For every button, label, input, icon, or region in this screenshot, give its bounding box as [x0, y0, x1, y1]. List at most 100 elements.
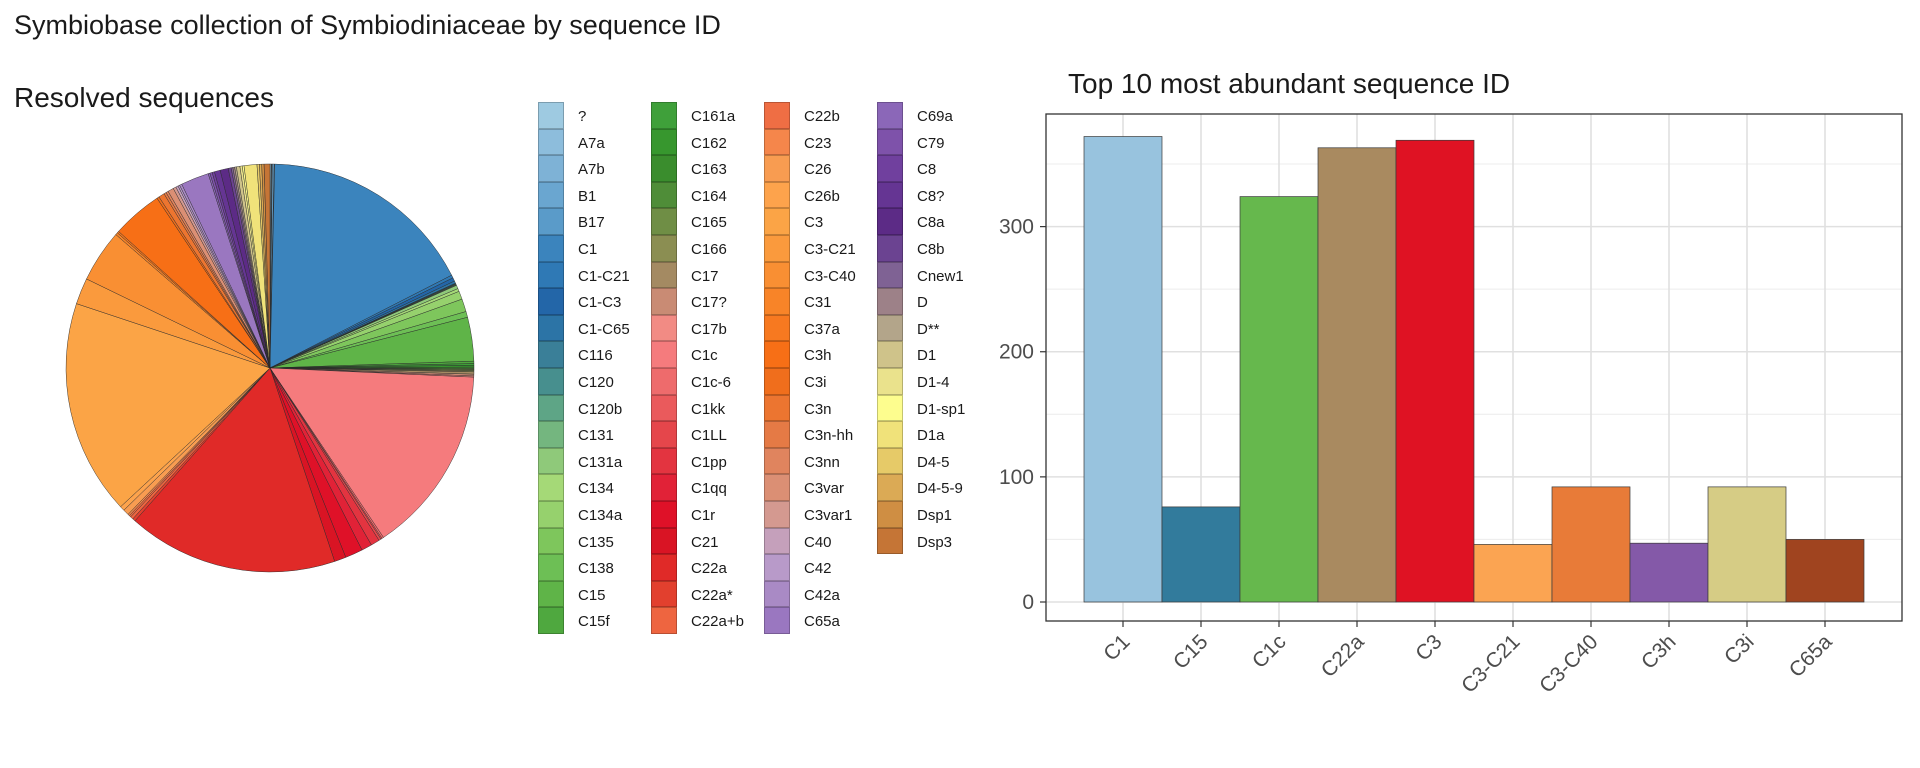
legend-swatch — [651, 181, 677, 209]
legend-label: C22a — [691, 560, 727, 578]
legend-item: C3var1 — [764, 501, 874, 528]
legend-item: C1c — [651, 341, 761, 368]
legend-label: C69a — [917, 108, 953, 125]
x-tick-label: C15 — [1169, 630, 1213, 674]
legend-label: D4-5-9 — [917, 480, 963, 498]
legend-item: C135 — [538, 527, 648, 555]
legend-item: C134 — [538, 474, 648, 501]
legend-item: C1r — [651, 501, 761, 528]
legend-label: C116 — [578, 347, 613, 365]
bar-C65a — [1785, 539, 1865, 603]
legend-swatch — [538, 128, 564, 156]
x-tick-label: C3i — [1720, 630, 1759, 669]
legend-item: C8? — [877, 181, 987, 209]
legend-swatch — [651, 447, 677, 475]
x-tick-label: C65a — [1785, 630, 1837, 682]
legend-item: C116 — [538, 341, 648, 368]
legend-item: C40 — [764, 527, 874, 555]
x-tick-label: C1c — [1248, 630, 1291, 673]
legend-swatch — [764, 288, 790, 315]
legend-swatch — [651, 527, 677, 555]
legend-item: C21 — [651, 527, 761, 555]
legend-label: C21 — [691, 533, 719, 551]
legend-item: C3i — [764, 368, 874, 395]
legend-item: C120 — [538, 368, 648, 395]
legend-swatch — [538, 580, 564, 608]
legend-swatch — [651, 368, 677, 395]
legend-swatch — [538, 607, 564, 634]
legend-swatch — [651, 128, 677, 156]
legend-item: C22b — [764, 102, 874, 129]
legend-swatch — [538, 181, 564, 209]
legend-item: C161a — [651, 102, 761, 129]
legend-swatch — [538, 341, 564, 368]
legend-swatch — [538, 421, 564, 448]
legend-label: C15f — [578, 613, 610, 631]
legend-item: B17 — [538, 208, 648, 235]
legend-label: C1r — [691, 507, 716, 524]
legend-label: D1-4 — [917, 374, 950, 391]
legend-label: A7b — [578, 161, 605, 179]
legend-label: C42a — [804, 586, 840, 604]
legend-swatch — [764, 235, 790, 262]
legend-label: C3-C40 — [804, 267, 856, 285]
legend-item: C15f — [538, 607, 648, 634]
legend-item: C1 — [538, 235, 648, 262]
legend-label: C3-C21 — [804, 241, 856, 258]
pie-slice-29 — [269, 367, 475, 538]
legend-swatch — [538, 527, 564, 555]
legend-label: C120 — [578, 374, 614, 391]
legend-swatch — [651, 554, 677, 581]
legend-item: C165 — [651, 208, 761, 235]
legend-label: C42 — [804, 560, 832, 578]
legend-item: B1 — [538, 181, 648, 209]
legend-label: C131 — [578, 427, 614, 445]
y-tick-label: 100 — [999, 466, 1034, 489]
legend-item: C120b — [538, 394, 648, 422]
legend-swatch — [877, 128, 903, 156]
legend-label: C3n-hh — [804, 427, 854, 445]
legend-label: C1 — [578, 241, 598, 258]
legend-swatch — [877, 261, 903, 289]
legend-item: A7b — [538, 155, 648, 182]
legend-swatch — [538, 261, 564, 289]
legend-swatch — [538, 447, 564, 475]
legend-item: C26b — [764, 181, 874, 209]
legend-label: C163 — [691, 161, 727, 179]
legend-swatch — [651, 288, 677, 315]
legend-swatch — [538, 394, 564, 422]
legend-swatch — [538, 474, 564, 501]
legend-label: C1qq — [691, 480, 727, 498]
legend-item: C65a — [764, 607, 874, 634]
legend-swatch — [764, 607, 790, 634]
legend-label: A7a — [578, 134, 605, 152]
bar-C3h — [1629, 542, 1709, 603]
legend-swatch — [877, 341, 903, 368]
legend-label: D — [917, 294, 928, 312]
legend-item: C1qq — [651, 474, 761, 501]
legend-swatch — [764, 128, 790, 156]
legend-swatch — [764, 501, 790, 528]
legend-item: C17? — [651, 288, 761, 315]
legend-label: D4-5 — [917, 453, 950, 471]
legend-item: C134a — [538, 501, 648, 528]
pie-chart — [65, 163, 475, 573]
legend-label: B1 — [578, 187, 597, 205]
legend-swatch — [877, 501, 903, 528]
legend-label: C40 — [804, 533, 832, 551]
legend-item: C8b — [877, 235, 987, 262]
legend-item: C131 — [538, 421, 648, 448]
legend-swatch — [651, 580, 677, 608]
legend-item: C3n — [764, 394, 874, 422]
legend-item: Dsp3 — [877, 527, 987, 555]
legend-label: C166 — [691, 241, 727, 258]
legend-label: C1c — [691, 347, 718, 365]
legend-swatch — [651, 208, 677, 235]
legend-item: D** — [877, 314, 987, 342]
legend-item: C23 — [764, 128, 874, 156]
legend-swatch — [764, 181, 790, 209]
legend-item: C79 — [877, 128, 987, 156]
legend-item: C1-C21 — [538, 261, 648, 289]
legend-swatch — [877, 394, 903, 422]
legend-item: Dsp1 — [877, 501, 987, 528]
